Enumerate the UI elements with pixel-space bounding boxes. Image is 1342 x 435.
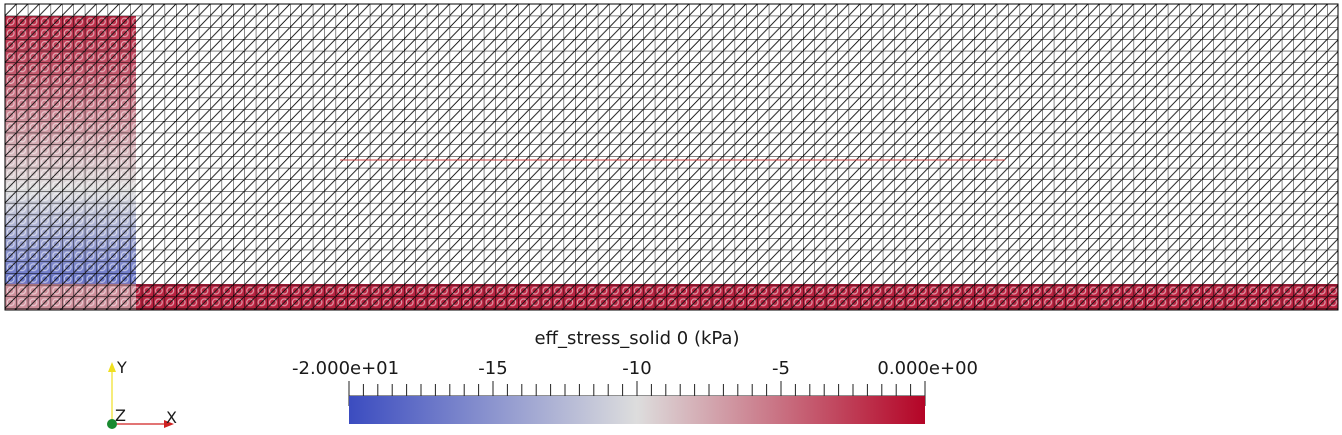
color-legend[interactable]: eff_stress_solid 0 (kPa) -2.000e+01 -15 -1…	[292, 328, 978, 424]
colorbar	[349, 396, 925, 424]
y-axis-arrowhead	[108, 362, 116, 372]
z-axis-origin-sphere	[107, 419, 117, 429]
y-axis-label: Y	[116, 358, 127, 377]
orientation-axes: Y X Z	[107, 358, 177, 429]
triangular-mesh-grid	[5, 4, 1338, 310]
mesh-outline	[4, 3, 1339, 311]
legend-title: eff_stress_solid 0 (kPa)	[534, 328, 739, 349]
x-axis-label: X	[166, 408, 177, 427]
legend-tick-label: -10	[622, 358, 651, 379]
colorbar-ticks	[348, 381, 926, 406]
z-axis-label: Z	[115, 406, 126, 425]
legend-tick-labels: -2.000e+01 -15 -10 -5 0.000e+00	[292, 358, 978, 379]
legend-tick-label: -5	[772, 358, 790, 379]
legend-tick-label: -2.000e+01	[292, 358, 399, 379]
mesh-domain	[4, 3, 1339, 311]
legend-tick-label: -15	[478, 358, 507, 379]
legend-tick-label: 0.000e+00	[877, 358, 978, 379]
x-axis-arrowhead	[164, 420, 174, 428]
